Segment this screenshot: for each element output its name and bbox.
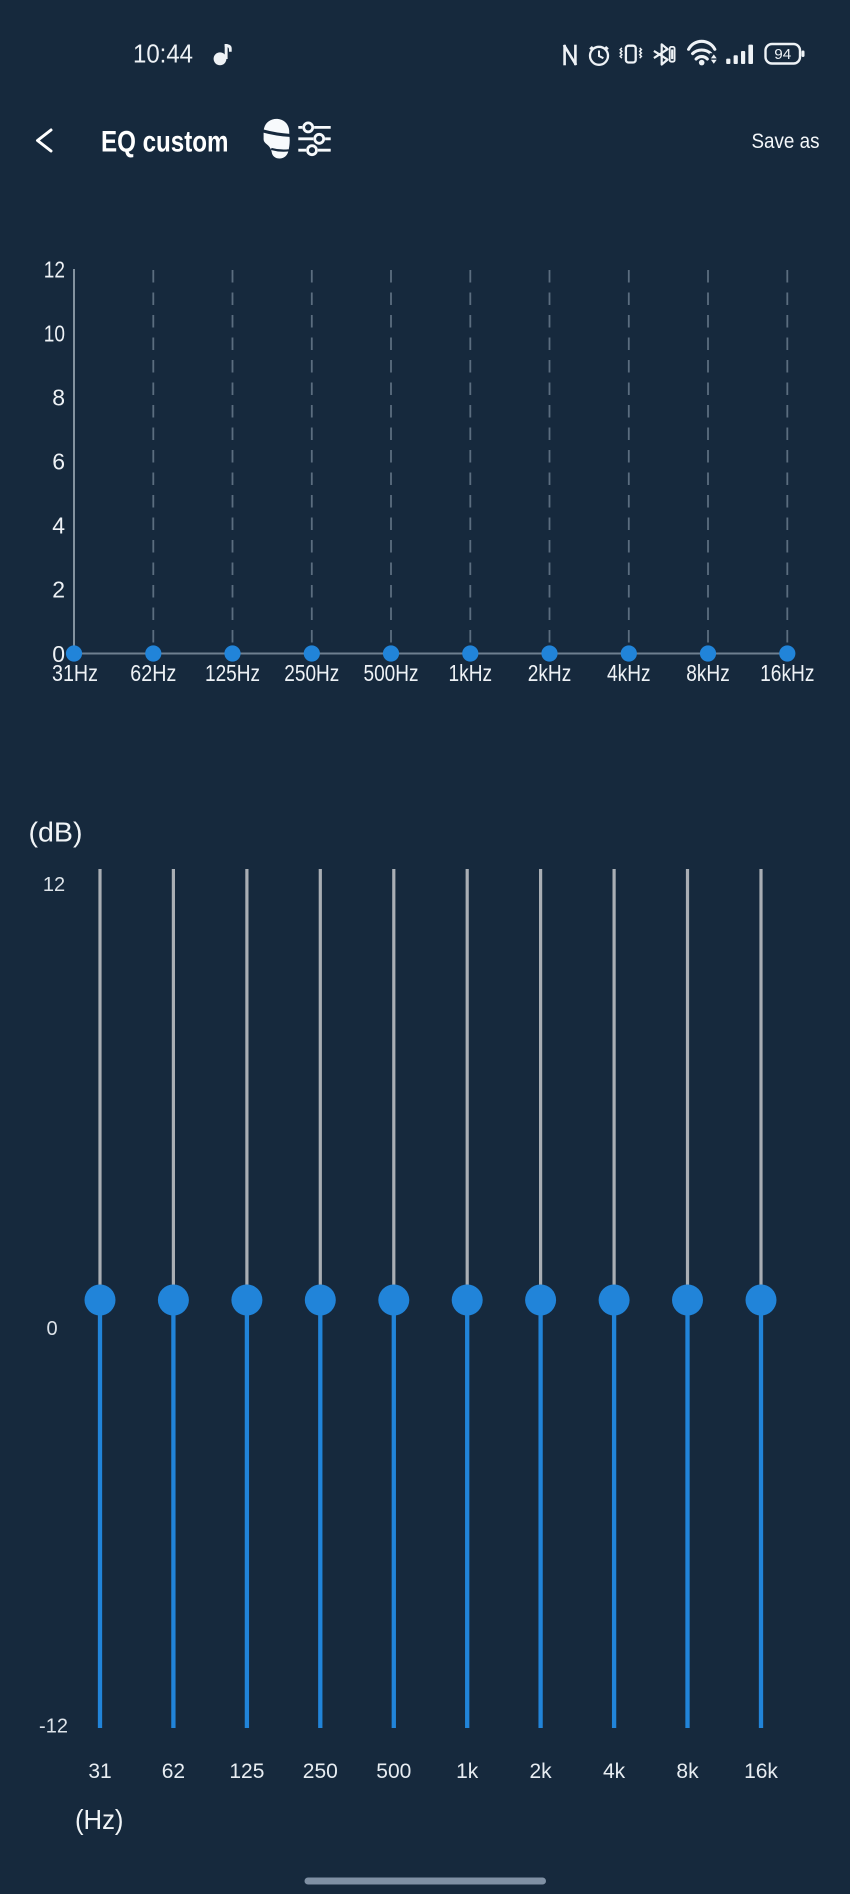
svg-text:1k: 1k	[456, 1760, 479, 1783]
svg-text:125: 125	[229, 1760, 264, 1783]
svg-text:-12: -12	[39, 1716, 68, 1738]
svg-text:10: 10	[44, 320, 65, 346]
svg-text:16kHz: 16kHz	[760, 660, 814, 686]
svg-text:0: 0	[46, 1318, 57, 1340]
svg-text:8: 8	[52, 384, 65, 410]
svg-text:250Hz: 250Hz	[284, 660, 339, 686]
svg-text:8kHz: 8kHz	[686, 660, 730, 686]
svg-text:EQ custom: EQ custom	[101, 125, 229, 158]
svg-text:(Hz): (Hz)	[75, 1804, 124, 1835]
svg-text:Save as: Save as	[752, 129, 820, 153]
svg-text:4kHz: 4kHz	[607, 660, 651, 686]
svg-text:2k: 2k	[530, 1760, 553, 1783]
svg-text:12: 12	[44, 256, 65, 282]
svg-text:10:44: 10:44	[133, 41, 193, 69]
svg-text:16k: 16k	[744, 1760, 778, 1783]
svg-text:12: 12	[43, 874, 65, 896]
svg-text:94: 94	[774, 47, 791, 63]
svg-text:(dB): (dB)	[29, 817, 83, 848]
svg-text:6: 6	[52, 449, 65, 475]
svg-text:250: 250	[303, 1760, 338, 1783]
svg-text:62Hz: 62Hz	[130, 660, 176, 686]
svg-text:62: 62	[162, 1760, 185, 1783]
svg-text:0: 0	[52, 641, 65, 667]
svg-text:2: 2	[52, 577, 65, 603]
svg-text:500Hz: 500Hz	[364, 660, 419, 686]
svg-text:8k: 8k	[676, 1760, 699, 1783]
svg-text:4k: 4k	[603, 1760, 626, 1783]
svg-text:4: 4	[52, 513, 65, 539]
svg-text:1kHz: 1kHz	[449, 660, 493, 686]
svg-text:31Hz: 31Hz	[52, 660, 98, 686]
svg-text:125Hz: 125Hz	[205, 660, 260, 686]
svg-text:500: 500	[376, 1760, 411, 1783]
svg-text:2kHz: 2kHz	[528, 660, 572, 686]
svg-text:31: 31	[88, 1760, 111, 1783]
